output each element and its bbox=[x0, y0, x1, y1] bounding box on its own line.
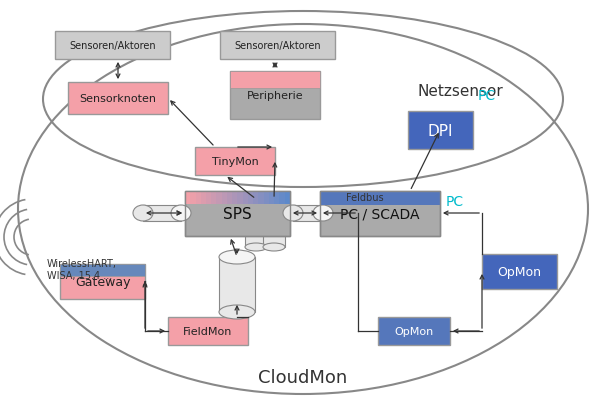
Bar bbox=[378, 317, 450, 345]
Bar bbox=[320, 192, 440, 237]
Bar bbox=[190, 192, 195, 204]
Ellipse shape bbox=[313, 205, 333, 221]
Bar bbox=[206, 192, 211, 204]
Bar bbox=[259, 192, 264, 204]
Bar bbox=[285, 192, 290, 204]
Bar bbox=[230, 72, 320, 89]
Text: Feldbus: Feldbus bbox=[346, 192, 384, 203]
Text: OpMon: OpMon bbox=[395, 326, 433, 336]
Text: FieldMon: FieldMon bbox=[183, 326, 232, 336]
Bar bbox=[217, 192, 222, 204]
Bar bbox=[320, 192, 440, 205]
Bar bbox=[55, 32, 170, 60]
Bar bbox=[195, 148, 275, 176]
Text: Sensoren/Aktoren: Sensoren/Aktoren bbox=[69, 41, 156, 51]
Bar bbox=[185, 192, 290, 237]
Bar bbox=[68, 83, 168, 115]
Text: PC / SCADA: PC / SCADA bbox=[341, 207, 420, 221]
Bar bbox=[230, 72, 320, 120]
Ellipse shape bbox=[133, 205, 153, 221]
Bar bbox=[60, 264, 145, 299]
Text: Sensorknoten: Sensorknoten bbox=[80, 94, 157, 104]
Bar bbox=[269, 192, 274, 204]
Ellipse shape bbox=[219, 250, 255, 264]
Bar bbox=[243, 192, 248, 204]
Bar bbox=[232, 192, 237, 204]
Bar bbox=[185, 192, 190, 204]
Text: Sensoren/Aktoren: Sensoren/Aktoren bbox=[234, 41, 321, 51]
Ellipse shape bbox=[171, 205, 191, 221]
Ellipse shape bbox=[263, 196, 285, 203]
Bar bbox=[279, 192, 285, 204]
Bar bbox=[263, 200, 285, 247]
Bar bbox=[253, 192, 259, 204]
Text: WirelessHART,
WISA, 15.4 ...: WirelessHART, WISA, 15.4 ... bbox=[47, 259, 117, 280]
Text: SPS: SPS bbox=[223, 207, 252, 221]
Bar bbox=[408, 112, 473, 150]
Bar bbox=[222, 192, 227, 204]
Text: OpMon: OpMon bbox=[498, 265, 541, 278]
Bar bbox=[143, 205, 181, 221]
Bar bbox=[168, 317, 248, 345]
Bar bbox=[245, 200, 267, 247]
Bar bbox=[237, 192, 243, 204]
Ellipse shape bbox=[219, 305, 255, 319]
Text: DPI: DPI bbox=[428, 123, 453, 138]
Bar bbox=[185, 192, 290, 237]
Bar bbox=[227, 192, 232, 204]
Bar bbox=[219, 257, 255, 312]
Text: PC: PC bbox=[478, 89, 496, 103]
Ellipse shape bbox=[245, 243, 267, 251]
Bar bbox=[264, 192, 269, 204]
Bar bbox=[220, 32, 335, 60]
Bar bbox=[60, 264, 145, 277]
Bar bbox=[320, 192, 440, 237]
Ellipse shape bbox=[245, 196, 267, 203]
Bar bbox=[293, 205, 323, 221]
Text: CloudMon: CloudMon bbox=[259, 368, 348, 386]
Bar bbox=[201, 192, 206, 204]
Text: Peripherie: Peripherie bbox=[246, 91, 304, 101]
Bar bbox=[248, 192, 253, 204]
Text: Gateway: Gateway bbox=[75, 275, 131, 288]
Ellipse shape bbox=[263, 243, 285, 251]
Bar bbox=[274, 192, 279, 204]
Bar bbox=[195, 192, 201, 204]
Text: PC: PC bbox=[446, 194, 464, 209]
Bar bbox=[482, 254, 557, 289]
Text: TinyMon: TinyMon bbox=[212, 157, 259, 166]
Bar bbox=[211, 192, 217, 204]
Text: Netzsensor: Netzsensor bbox=[417, 84, 503, 99]
Ellipse shape bbox=[283, 205, 303, 221]
